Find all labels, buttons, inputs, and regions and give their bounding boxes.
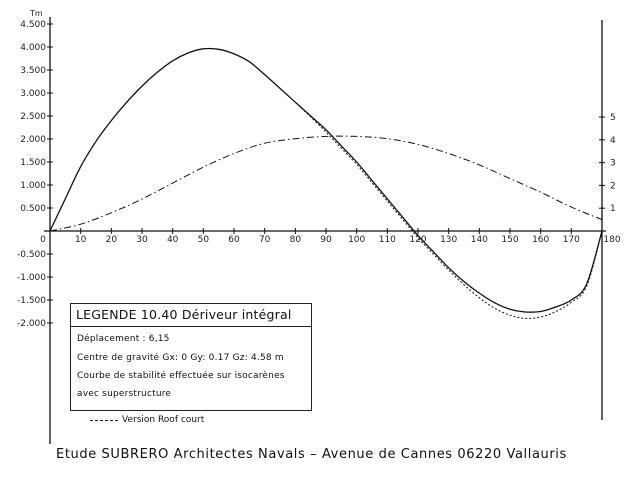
dashed-series-label: Version Roof court	[122, 415, 205, 425]
right-y-tick-label: 4	[610, 136, 616, 146]
left-y-tick-label: -1.000	[17, 273, 46, 283]
left-y-tick-label: -2.000	[17, 319, 46, 329]
roof-court-curve	[294, 101, 603, 319]
x-tick-label: 60	[228, 235, 240, 245]
x-tick-label: 30	[136, 235, 148, 245]
left-y-tick-label: 2.500	[20, 112, 46, 122]
x-tick-label: 170	[563, 235, 580, 245]
x-tick-label: 50	[198, 235, 210, 245]
x-tick-label: 110	[379, 235, 396, 245]
x-tick-label: 150	[501, 235, 518, 245]
chart-series	[49, 47, 603, 319]
left-y-tick-label: 2.000	[20, 135, 46, 145]
left-y-tick-label: 0.500	[20, 204, 46, 214]
righting-moment-curve	[49, 47, 603, 313]
legend-title: LEGENDE 10.40 Dériveur intégral	[76, 307, 292, 322]
left-y-tick-label: 1.000	[20, 181, 46, 191]
left-y-axis-ticks: 4.500 4.000 3.500 3.000 2.500 2.000 1.500 1.000…	[17, 20, 53, 329]
x-tick-label: 100	[348, 235, 365, 245]
x-tick-label: 90	[320, 235, 332, 245]
legend-displacement: Déplacement : 6,15	[77, 334, 170, 344]
x-tick-label: 0	[40, 235, 46, 245]
right-y-axis-ticks: 5 4 3 2 1	[599, 113, 616, 214]
x-tick-label: 80	[290, 235, 302, 245]
left-y-tick-label: -0.500	[17, 250, 46, 260]
right-y-tick-label: 2	[610, 181, 616, 191]
x-tick-label: 140	[471, 235, 488, 245]
dashed-line-sample	[90, 420, 118, 421]
left-y-tick-label: 1.500	[20, 158, 46, 168]
x-axis-ticks: 0 10 20 30 40 50 60 70 80 90 100 110 120 130 140 150 160…	[40, 228, 621, 245]
left-y-tick-label: 3.500	[20, 66, 46, 76]
right-y-tick-label: 1	[610, 204, 616, 214]
left-y-tick-label: 4.500	[20, 20, 46, 30]
footer-credit: Etude SUBRERO Architectes Navals – Avenu…	[56, 447, 567, 462]
x-tick-label: 40	[167, 235, 179, 245]
left-y-tick-label: -1.500	[17, 296, 46, 306]
legend-description-line2: avec superstructure	[77, 389, 172, 399]
left-y-tick-label: 3.000	[20, 89, 46, 99]
x-tick-label: 10	[75, 235, 87, 245]
left-y-tick-label: 4.000	[20, 43, 46, 53]
x-tick-label: 70	[259, 235, 271, 245]
x-tick-label: 130	[440, 235, 457, 245]
right-axis-curve	[49, 135, 603, 232]
legend-box: LEGENDE 10.40 Dériveur intégral Déplacem…	[70, 303, 312, 411]
right-y-tick-label: 3	[610, 159, 616, 169]
x-tick-label: 160	[532, 235, 549, 245]
y-axis-unit-label: Tm	[29, 9, 43, 18]
legend-description-line1: Courbe de stabilité effectuée sur isocar…	[77, 371, 285, 381]
right-y-tick-label: 5	[610, 113, 616, 123]
x-tick-label: 120	[409, 235, 426, 245]
legend-center-of-gravity: Centre de gravité Gx: 0 Gy: 0.17 Gz: 4.5…	[77, 353, 284, 363]
legend-divider	[71, 326, 311, 327]
x-tick-label: 20	[106, 235, 118, 245]
x-tick-label: 180	[603, 235, 620, 245]
